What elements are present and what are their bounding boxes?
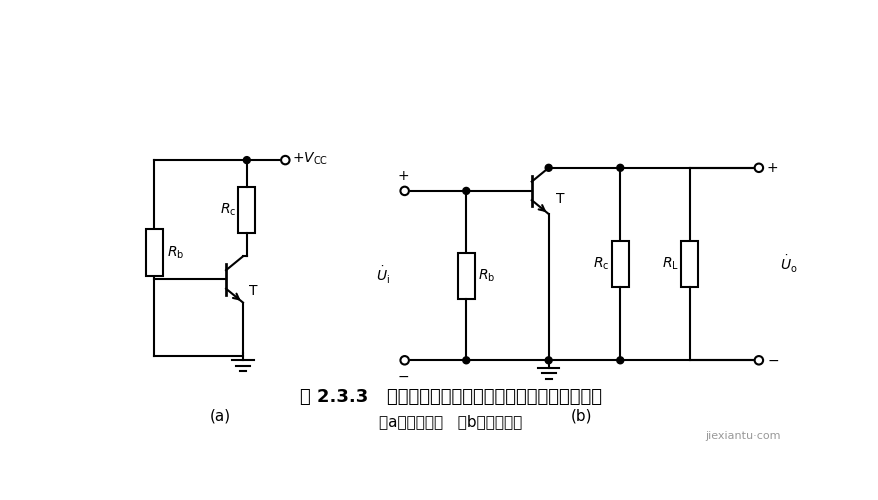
Text: （a）直流通路   （b）交流通路: （a）直流通路 （b）交流通路 (378, 414, 522, 430)
Text: $R_{\rm c}$: $R_{\rm c}$ (220, 202, 236, 218)
Text: $R_{\rm b}$: $R_{\rm b}$ (478, 268, 494, 284)
Text: T: T (248, 284, 257, 298)
Circle shape (754, 164, 762, 172)
Text: $R_{\rm L}$: $R_{\rm L}$ (661, 256, 678, 272)
Text: $R_{\rm c}$: $R_{\rm c}$ (593, 256, 608, 272)
Bar (238, 187, 255, 233)
Circle shape (754, 356, 762, 364)
Text: +: + (397, 168, 408, 182)
Circle shape (463, 188, 469, 194)
Text: (b): (b) (571, 408, 592, 423)
Text: (a): (a) (209, 408, 230, 423)
Text: T: T (556, 192, 565, 205)
Text: $-$: $-$ (766, 354, 778, 368)
Circle shape (616, 357, 623, 364)
Text: $\dot{U}_{\rm o}$: $\dot{U}_{\rm o}$ (780, 254, 797, 274)
Bar (680, 241, 697, 287)
Circle shape (463, 357, 469, 364)
Bar (457, 252, 474, 298)
Circle shape (400, 186, 408, 195)
Bar (146, 230, 162, 276)
Circle shape (616, 164, 623, 172)
Circle shape (544, 164, 551, 172)
Text: $+V_{\rm CC}$: $+V_{\rm CC}$ (291, 150, 328, 167)
Circle shape (243, 156, 250, 164)
Text: $\dot{U}_{\rm i}$: $\dot{U}_{\rm i}$ (376, 265, 390, 286)
Circle shape (544, 357, 551, 364)
Bar (611, 241, 628, 287)
Text: +: + (766, 161, 777, 175)
Circle shape (400, 356, 408, 364)
Text: $R_{\rm b}$: $R_{\rm b}$ (167, 244, 184, 260)
Text: $-$: $-$ (397, 368, 409, 382)
Circle shape (281, 156, 289, 164)
Text: jiexiantu·com: jiexiantu·com (705, 431, 781, 441)
Text: 图 2.3.3   阻容耦合共射放大电路的直流通路和交流通路: 图 2.3.3 阻容耦合共射放大电路的直流通路和交流通路 (299, 388, 601, 406)
